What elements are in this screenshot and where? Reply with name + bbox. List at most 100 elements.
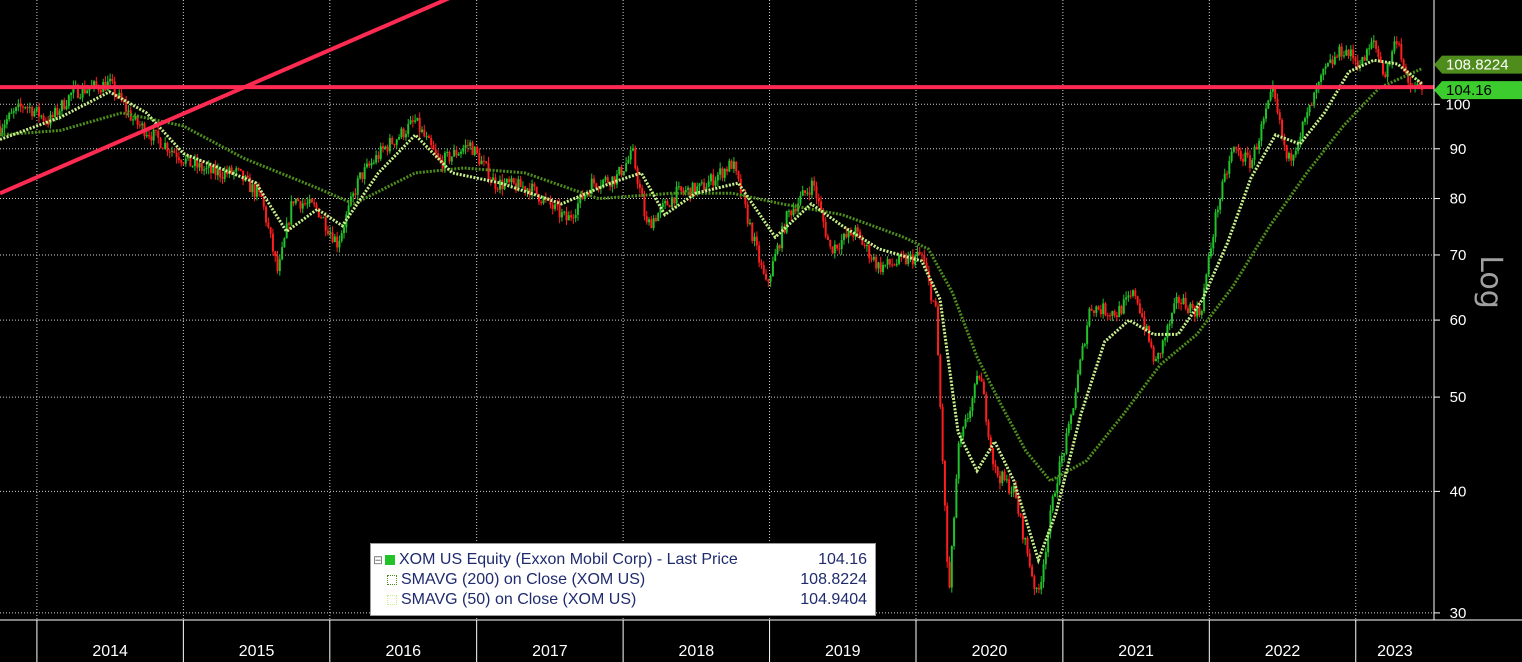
- candle-body: [1324, 66, 1327, 69]
- candle-body: [370, 163, 373, 166]
- candle-body: [1184, 297, 1187, 309]
- candle-body: [480, 160, 483, 165]
- candle-body: [629, 150, 632, 160]
- candle-body: [1003, 471, 1006, 481]
- candle-body: [677, 186, 680, 188]
- candle-body: [450, 156, 453, 162]
- candle-body: [898, 255, 901, 264]
- candle-body: [349, 196, 352, 206]
- candle-body: [771, 261, 774, 277]
- candle-body: [1001, 471, 1004, 484]
- candle-body: [1074, 392, 1077, 409]
- candle-body: [294, 198, 297, 204]
- candle-body: [322, 217, 325, 219]
- candle-body: [1058, 461, 1061, 484]
- candle-body: [212, 165, 215, 174]
- candle-body: [625, 163, 628, 172]
- candle-body: [1044, 552, 1047, 565]
- candle-body: [748, 222, 751, 224]
- candle-body: [1393, 41, 1396, 52]
- candle-body: [563, 211, 566, 213]
- x-tick-label: 2017: [532, 643, 568, 660]
- candle-body: [221, 177, 224, 179]
- candle-body: [99, 90, 102, 93]
- legend-label: SMAVG (50) on Close (XOM US): [401, 591, 637, 608]
- candle-body: [1301, 121, 1304, 137]
- candle-body: [969, 410, 972, 419]
- candle-body: [746, 204, 749, 224]
- candle-body: [361, 172, 364, 180]
- candle-body: [806, 192, 809, 194]
- candle-body: [946, 505, 949, 562]
- candle-body: [1246, 152, 1249, 156]
- candle-body: [822, 210, 825, 222]
- candle-body: [1070, 415, 1073, 424]
- candle-body: [37, 106, 40, 117]
- candle-body: [1207, 256, 1210, 275]
- legend-item-sma50[interactable]: SMAVG (50) on Close (XOM US) 104.9404: [377, 590, 869, 610]
- candle-body: [207, 165, 210, 168]
- candle-body: [581, 194, 584, 200]
- candle-body: [1079, 359, 1082, 375]
- candle-body: [356, 178, 359, 195]
- x-axis: 2014 2015 2016 2017 2018 2019 2020 2021 2022 2023: [0, 619, 1522, 662]
- candle-body: [810, 180, 813, 195]
- candle-body: [301, 203, 304, 209]
- candle-body: [1370, 42, 1373, 49]
- candle-body: [132, 119, 135, 121]
- candle-body: [310, 199, 313, 203]
- candle-body: [281, 247, 284, 260]
- candle-body: [1248, 155, 1251, 169]
- candle-body: [109, 78, 112, 82]
- candle-body: [58, 111, 61, 116]
- candle-body: [1037, 587, 1040, 590]
- candle-body: [627, 159, 630, 164]
- candle-body: [478, 152, 481, 165]
- candle-body: [1381, 62, 1384, 75]
- candle-body: [31, 107, 34, 117]
- sma200-line: [0, 67, 1423, 483]
- candle-body: [1386, 63, 1389, 77]
- candle-body: [684, 190, 687, 193]
- candle-body: [930, 281, 933, 301]
- candle-body: [1056, 483, 1059, 494]
- candle-body: [242, 170, 245, 181]
- candle-body: [891, 264, 894, 266]
- candle-body: [223, 170, 226, 179]
- candle-body: [164, 142, 167, 149]
- x-tick-label: 2014: [92, 643, 128, 660]
- legend-item-sma200[interactable]: SMAVG (200) on Close (XOM US) 108.8224: [377, 570, 869, 590]
- candle-body: [79, 97, 82, 99]
- legend-item-price[interactable]: ⊟ XOM US Equity (Exxon Mobil Corp) - Las…: [373, 550, 869, 570]
- candle-body: [1365, 49, 1368, 61]
- candle-body: [1219, 198, 1222, 210]
- candle-body: [985, 394, 988, 422]
- candle-body: [1340, 46, 1343, 57]
- candle-body: [375, 155, 378, 163]
- candle-body: [615, 174, 618, 185]
- candle-body: [712, 174, 715, 186]
- log-scale-label: Log: [1473, 255, 1508, 309]
- candle-body: [1173, 303, 1176, 313]
- candle-body: [67, 95, 70, 107]
- candle-body: [1242, 159, 1245, 162]
- candle-body: [368, 163, 371, 166]
- candle-body: [1026, 537, 1029, 554]
- candle-body: [200, 163, 203, 171]
- candle-body: [1205, 274, 1208, 289]
- candle-body: [10, 112, 13, 114]
- x-tick-label: 2019: [825, 643, 861, 660]
- candle-body: [778, 245, 781, 249]
- candle-body: [118, 92, 121, 97]
- candle-body: [1106, 315, 1109, 317]
- candle-body: [1063, 453, 1066, 456]
- collapse-icon[interactable]: ⊟: [373, 553, 384, 567]
- candle-body: [372, 162, 375, 164]
- candle-body: [1303, 118, 1306, 122]
- candle-body: [698, 183, 701, 187]
- candle-body: [751, 222, 754, 241]
- candle-body: [1320, 75, 1323, 82]
- chart-legend[interactable]: ⊟ XOM US Equity (Exxon Mobil Corp) - Las…: [370, 543, 876, 616]
- candle-body: [446, 151, 449, 153]
- candle-body: [1035, 587, 1038, 589]
